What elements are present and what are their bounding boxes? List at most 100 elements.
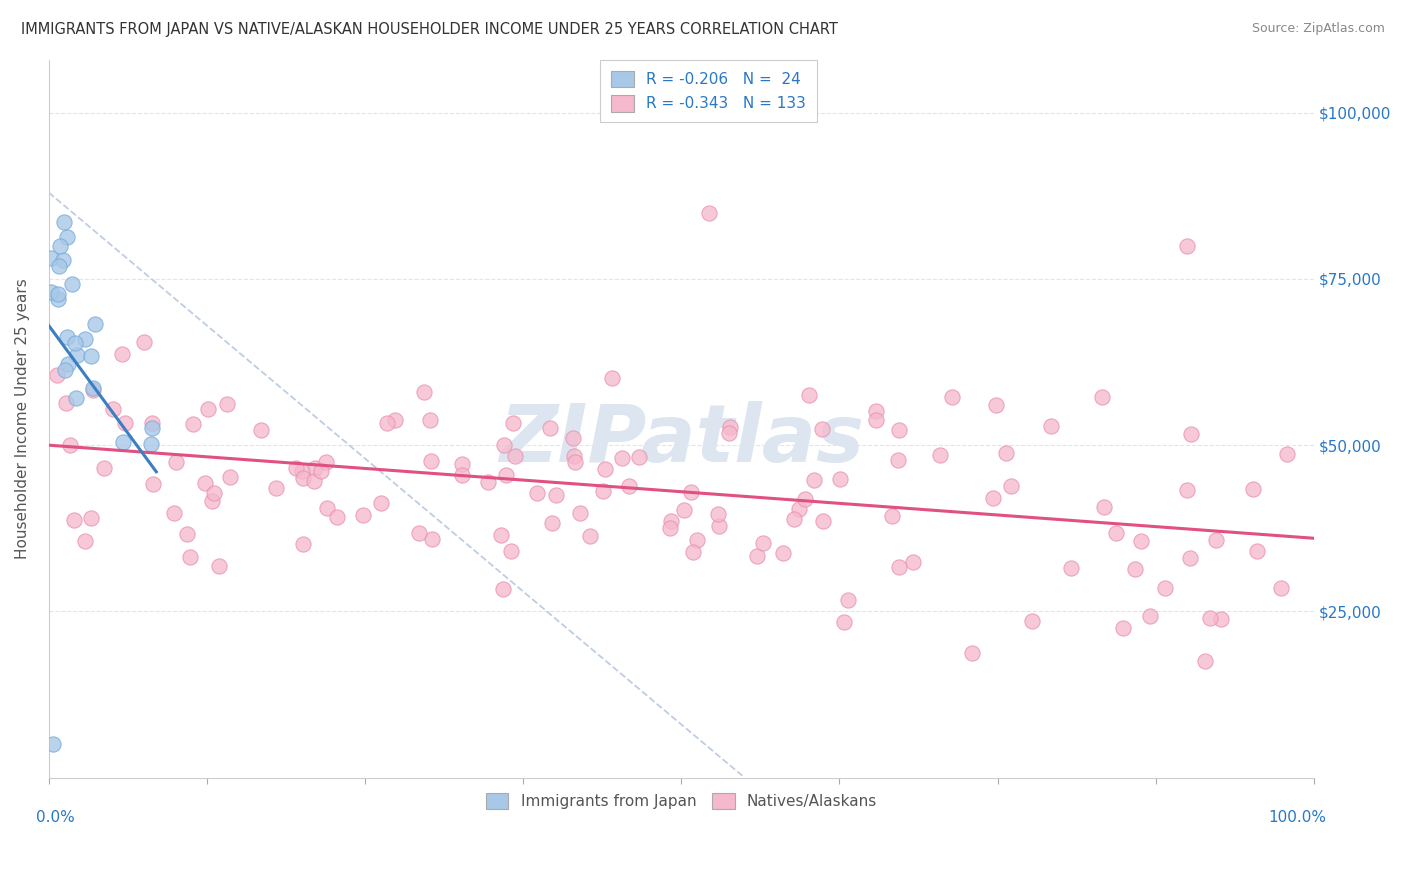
Point xyxy=(659,514,682,528)
Point xyxy=(717,426,740,441)
Point xyxy=(1153,581,1175,595)
Point xyxy=(503,449,526,463)
Point xyxy=(41,251,63,265)
Point xyxy=(720,420,742,434)
Point xyxy=(63,335,86,350)
Point xyxy=(995,445,1018,459)
Point xyxy=(176,526,198,541)
Point xyxy=(544,488,567,502)
Point xyxy=(941,390,963,404)
Point xyxy=(48,238,70,252)
Point xyxy=(197,401,219,416)
Point xyxy=(886,452,908,467)
Point xyxy=(55,395,77,409)
Text: IMMIGRANTS FROM JAPAN VS NATIVE/ALASKAN HOUSEHOLDER INCOME UNDER 25 YEARS CORREL: IMMIGRANTS FROM JAPAN VS NATIVE/ALASKAN … xyxy=(21,22,838,37)
Point xyxy=(450,457,472,471)
Point xyxy=(1112,621,1135,635)
Point xyxy=(672,503,695,517)
Point xyxy=(494,437,516,451)
Y-axis label: Householder Income Under 25 years: Householder Income Under 25 years xyxy=(15,278,30,559)
Point xyxy=(59,438,82,452)
Point xyxy=(502,417,524,431)
Point xyxy=(52,214,75,228)
Point xyxy=(628,450,651,465)
Point xyxy=(101,401,124,416)
Point xyxy=(745,549,768,564)
Point xyxy=(65,391,87,405)
Point xyxy=(1205,533,1227,547)
Point xyxy=(179,549,201,564)
Text: 100.0%: 100.0% xyxy=(1268,810,1326,825)
Point xyxy=(592,483,614,498)
Point xyxy=(181,417,204,431)
Point xyxy=(66,348,89,362)
Point xyxy=(142,476,165,491)
Point xyxy=(46,368,69,382)
Point xyxy=(889,560,911,574)
Point xyxy=(112,434,135,449)
Point xyxy=(285,460,308,475)
Point xyxy=(783,512,806,526)
Point xyxy=(46,292,69,306)
Point xyxy=(163,506,186,520)
Point xyxy=(46,287,69,301)
Point xyxy=(1246,544,1268,558)
Point xyxy=(495,468,517,483)
Point xyxy=(215,397,238,411)
Point xyxy=(501,544,523,558)
Point xyxy=(1175,483,1198,497)
Point xyxy=(201,493,224,508)
Point xyxy=(526,485,548,500)
Point xyxy=(60,277,83,291)
Point xyxy=(302,474,325,488)
Point xyxy=(316,501,339,516)
Point xyxy=(492,582,515,596)
Point xyxy=(803,473,825,487)
Point xyxy=(451,468,474,483)
Point xyxy=(1209,612,1232,626)
Point xyxy=(352,508,374,522)
Point xyxy=(304,461,326,475)
Point xyxy=(56,230,79,244)
Point xyxy=(73,534,96,549)
Point xyxy=(208,558,231,573)
Point xyxy=(62,513,84,527)
Point xyxy=(309,465,332,479)
Point xyxy=(422,532,444,546)
Point xyxy=(1270,581,1292,595)
Point xyxy=(53,362,76,376)
Point xyxy=(165,454,187,468)
Text: Source: ZipAtlas.com: Source: ZipAtlas.com xyxy=(1251,22,1385,36)
Point xyxy=(325,510,347,524)
Point xyxy=(799,388,821,402)
Point xyxy=(84,318,107,332)
Point xyxy=(579,529,602,543)
Point xyxy=(887,423,910,437)
Point xyxy=(610,450,633,465)
Point xyxy=(315,454,337,468)
Text: ZIPatlas: ZIPatlas xyxy=(499,401,863,479)
Point xyxy=(602,371,624,385)
Point xyxy=(1123,562,1146,576)
Point xyxy=(707,508,730,522)
Point xyxy=(1039,418,1062,433)
Point xyxy=(681,485,703,500)
Point xyxy=(194,476,217,491)
Point xyxy=(56,330,79,344)
Point xyxy=(489,528,512,542)
Point xyxy=(52,253,75,268)
Point xyxy=(1139,608,1161,623)
Point xyxy=(79,349,101,363)
Text: 0.0%: 0.0% xyxy=(37,810,75,825)
Point xyxy=(419,454,441,468)
Point xyxy=(1129,533,1152,548)
Point xyxy=(292,471,315,485)
Point xyxy=(250,423,273,437)
Point xyxy=(1178,550,1201,565)
Point xyxy=(793,491,815,506)
Point xyxy=(562,449,585,463)
Point xyxy=(202,486,225,500)
Point xyxy=(697,205,720,219)
Point xyxy=(751,536,773,550)
Point xyxy=(1105,525,1128,540)
